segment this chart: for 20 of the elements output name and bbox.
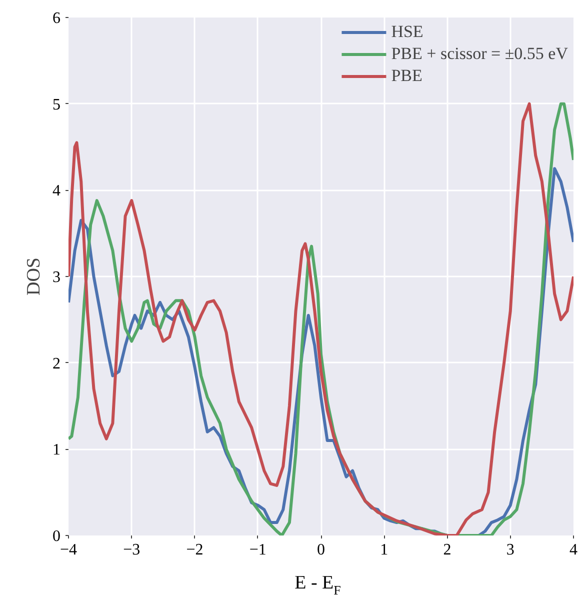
x-tick-label: 0 bbox=[317, 542, 325, 558]
y-tick-label: 3 bbox=[52, 269, 60, 286]
y-tick-label: 2 bbox=[52, 355, 60, 372]
x-tick-label: 4 bbox=[570, 542, 578, 558]
x-tick-label: −3 bbox=[123, 542, 140, 558]
y-tick-label: 4 bbox=[52, 182, 60, 200]
y-axis-title: DOS bbox=[24, 257, 44, 296]
x-tick-label: 2 bbox=[443, 542, 452, 558]
y-tick-label: 1 bbox=[52, 442, 60, 459]
legend-label: PBE + scissor = ±0.55 eV bbox=[391, 44, 568, 64]
legend-label: HSE bbox=[391, 22, 424, 42]
x-tick-label: −1 bbox=[249, 542, 266, 558]
y-tick-label: 5 bbox=[52, 96, 60, 114]
x-tick-label: 1 bbox=[380, 542, 388, 558]
legend-label: PBE bbox=[391, 66, 422, 86]
y-tick-label: 6 bbox=[52, 10, 60, 27]
y-tick-label: 0 bbox=[52, 528, 60, 545]
x-tick-label: −2 bbox=[186, 542, 204, 558]
x-tick-label: −4 bbox=[60, 542, 78, 558]
x-tick-label: 3 bbox=[506, 542, 514, 558]
